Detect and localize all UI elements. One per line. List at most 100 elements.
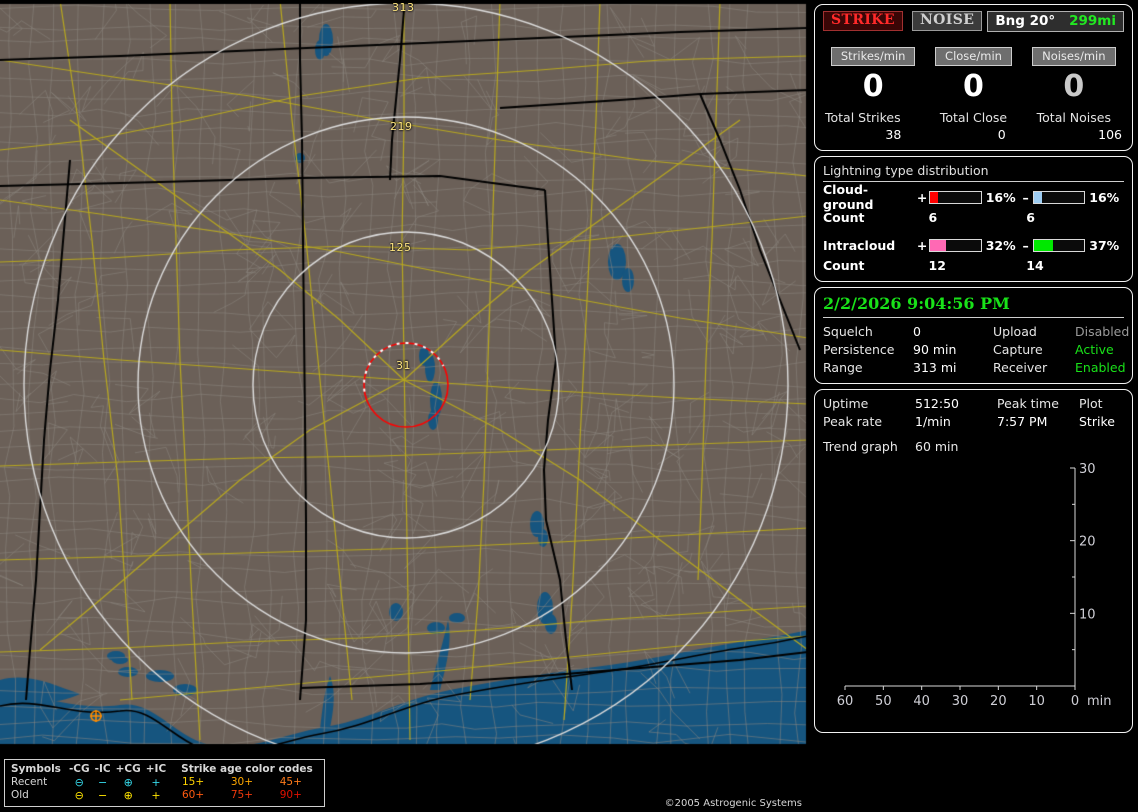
legend-recent-neg-ic-icon: − <box>98 776 108 789</box>
legend-recent-pos-cg-icon: ⊕ <box>123 776 133 789</box>
svg-text:min: min <box>1087 694 1112 709</box>
total-noises-value: 106 <box>1098 127 1122 142</box>
legend-old-neg-cg-icon: ⊖ <box>74 789 84 802</box>
cg-negative-pct: 16% <box>1089 189 1120 205</box>
svg-text:20: 20 <box>990 694 1007 709</box>
legend-row-recent-label: Recent <box>11 776 48 788</box>
trend-info-grid: Uptime 512:50 Peak time Plot Peak rate 1… <box>823 396 1124 429</box>
peak-rate-label: Peak rate <box>823 414 883 429</box>
ic-negative-count: 14 <box>1026 258 1044 273</box>
uptime-label: Uptime <box>823 396 869 411</box>
cloud-ground-row: Cloud-ground + 16% – 16% <box>823 182 1124 212</box>
plot-value[interactable]: Strike <box>1079 414 1115 429</box>
capture-value: Active <box>1075 342 1114 357</box>
ic-positive-sign: + <box>916 237 928 253</box>
uptime-value: 512:50 <box>915 396 959 411</box>
intracloud-row: Intracloud + 32% – 37% <box>823 235 1124 255</box>
datetime-display: 2/2/2026 9:04:56 PM <box>823 294 1124 318</box>
ic-positive-bar <box>929 238 982 252</box>
cg-negative-sign: – <box>1022 189 1029 205</box>
legend-row-old-label: Old <box>11 789 29 801</box>
upload-label: Upload <box>993 324 1037 339</box>
legend-old-neg-ic-icon: − <box>98 789 108 802</box>
cg-positive-bar <box>929 190 982 204</box>
range-label: Range <box>823 360 863 375</box>
lightning-type-distribution-panel: Lightning type distribution Cloud-ground… <box>814 156 1133 282</box>
persistence-label: Persistence <box>823 342 895 357</box>
squelch-label: Squelch <box>823 324 873 339</box>
cg-negative-bar <box>1032 190 1086 204</box>
range-ring-label-125: 125 <box>389 241 412 254</box>
legend-old-pos-cg-icon: ⊕ <box>123 789 133 802</box>
map-canvas[interactable] <box>0 0 808 812</box>
copyright-notice: ©2005 Astrogenic Systems <box>660 797 806 810</box>
radar-map-panel[interactable]: 313 219 125 31 Symbols -CG -IC +CG +IC S… <box>0 0 808 812</box>
legend-symbols-label: Symbols <box>11 763 61 775</box>
svg-text:40: 40 <box>913 694 930 709</box>
total-close-value: 0 <box>997 127 1006 142</box>
tab-strike[interactable]: STRIKE <box>823 11 903 31</box>
trend-graph-row: Trend graph 60 min <box>823 439 1124 454</box>
svg-text:0: 0 <box>1071 694 1079 709</box>
peak-time-label: Peak time <box>997 396 1059 411</box>
ic-positive-count: 12 <box>928 258 946 273</box>
legend-age-30: 30+ <box>230 776 254 788</box>
svg-text:20: 20 <box>1079 535 1096 550</box>
total-close-label: Total Close <box>939 110 1008 125</box>
trend-panel: Uptime 512:50 Peak time Plot Peak rate 1… <box>814 389 1133 733</box>
intracloud-count-row: Count 12 14 <box>823 258 1124 273</box>
svg-text:10: 10 <box>1079 607 1096 622</box>
cloud-ground-label: Cloud-ground <box>823 182 874 212</box>
ic-negative-pct: 37% <box>1089 237 1120 253</box>
legend-age-90: 90+ <box>279 789 302 801</box>
strikes-per-min-button[interactable]: Strikes/min <box>830 47 916 66</box>
receiver-label: Receiver <box>993 360 1048 375</box>
cloud-ground-count-row: Count 6 6 <box>823 210 1124 225</box>
cg-positive-pct: 16% <box>985 189 1016 205</box>
range-ring-label-31: 31 <box>396 359 411 372</box>
legend-col-pos-cg: +CG <box>115 763 141 775</box>
legend-age-60: 60+ <box>182 789 205 801</box>
strikes-per-min-column: Strikes/min 0 Total Strikes 38 <box>823 45 923 142</box>
svg-text:50: 50 <box>875 694 892 709</box>
distribution-title: Lightning type distribution <box>823 163 1124 182</box>
status-grid: Squelch 0 Upload Disabled Persistence 90… <box>823 324 1129 375</box>
noises-per-min-button[interactable]: Noises/min <box>1032 47 1116 66</box>
total-strikes-value: 38 <box>885 127 902 142</box>
legend-old-pos-ic-icon: + <box>151 789 161 802</box>
noises-per-min-value: 0 <box>1063 69 1085 104</box>
plot-label: Plot <box>1079 396 1103 411</box>
rate-columns: Strikes/min 0 Total Strikes 38 Close/min… <box>823 45 1124 142</box>
strikes-per-min-value: 0 <box>862 69 884 104</box>
cg-negative-count: 6 <box>1026 210 1035 225</box>
close-per-min-button[interactable]: Close/min <box>935 47 1012 66</box>
trend-graph-value[interactable]: 60 min <box>915 439 959 454</box>
map-legend: Symbols -CG -IC +CG +IC Strike age color… <box>4 759 325 807</box>
noises-per-min-column: Noises/min 0 Total Noises 106 <box>1024 45 1124 142</box>
trend-graph-svg: 10 20 30 60 50 40 30 20 10 0 min <box>837 462 1112 709</box>
status-panel: 2/2/2026 9:04:56 PM Squelch 0 Upload Dis… <box>814 287 1133 384</box>
svg-text:10: 10 <box>1028 694 1045 709</box>
legend-col-pos-ic: +IC <box>145 763 167 775</box>
total-noises-label: Total Noises <box>1036 110 1111 125</box>
ic-negative-bar <box>1032 238 1086 252</box>
ic-count-label: Count <box>823 258 865 273</box>
ic-positive-pct: 32% <box>985 237 1016 253</box>
ic-negative-sign: – <box>1022 237 1029 253</box>
upload-value: Disabled <box>1075 324 1130 339</box>
svg-text:30: 30 <box>1079 462 1096 477</box>
legend-age-45: 45+ <box>279 776 302 788</box>
svg-text:60: 60 <box>837 694 854 709</box>
range-value: 313 mi <box>913 360 957 375</box>
legend-col-neg-cg: -CG <box>68 763 90 775</box>
legend-age-header: Strike age color codes <box>181 763 313 775</box>
legend-recent-pos-ic-icon: + <box>151 776 161 789</box>
trend-graph[interactable]: 10 20 30 60 50 40 30 20 10 0 min <box>823 458 1124 726</box>
bearing-value: Bng 20° <box>995 12 1056 29</box>
tab-noise[interactable]: NOISE <box>911 11 983 31</box>
capture-label: Capture <box>993 342 1043 357</box>
squelch-value: 0 <box>913 324 921 339</box>
legend-age-75: 75+ <box>230 789 254 801</box>
persistence-value: 90 min <box>913 342 957 357</box>
cg-positive-count: 6 <box>928 210 938 225</box>
